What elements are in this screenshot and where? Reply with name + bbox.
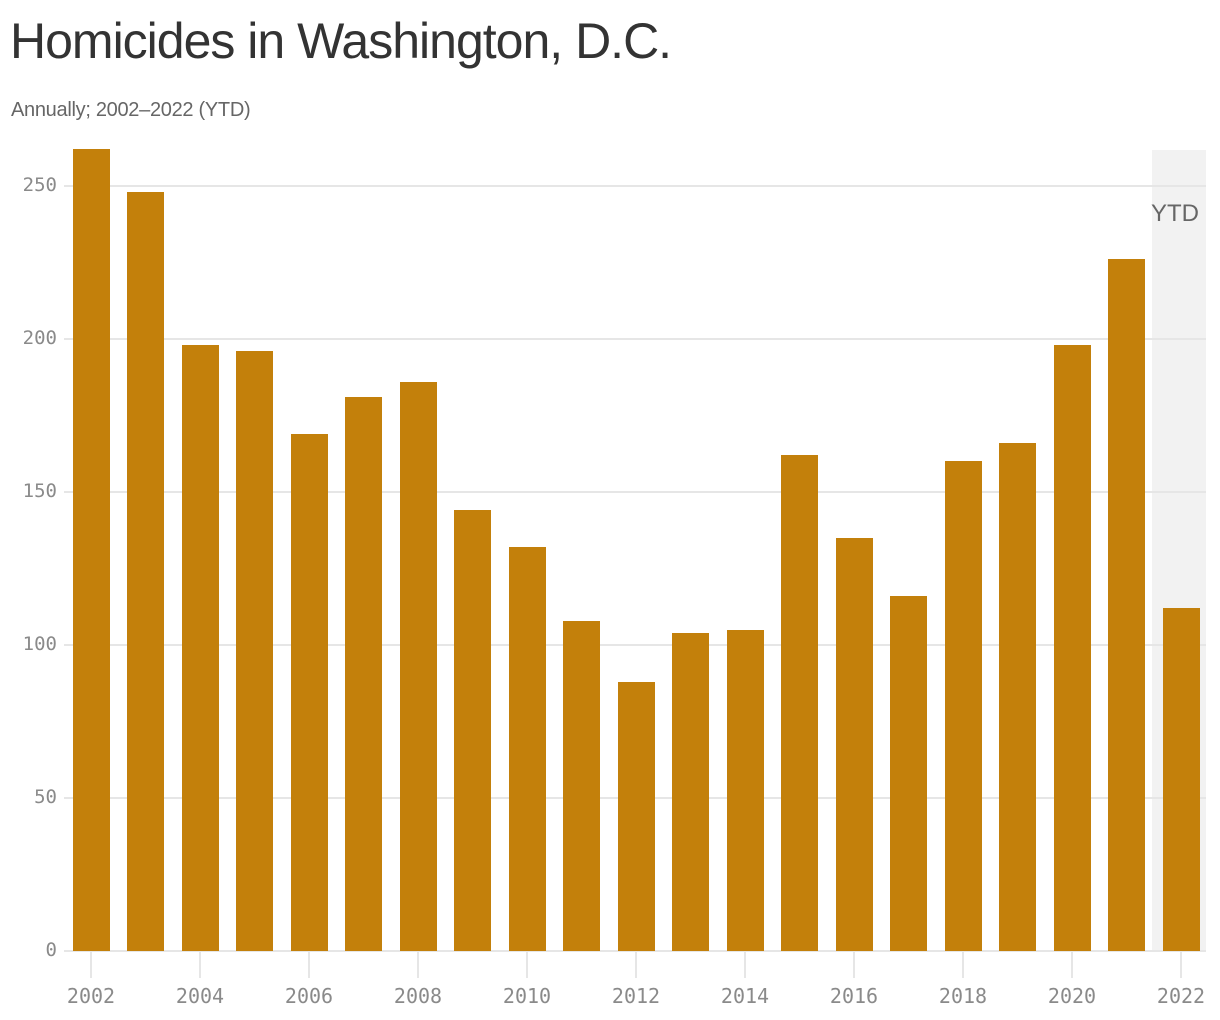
x-tick-label: 2016 [829, 984, 879, 1008]
gridline-100 [64, 644, 1206, 646]
gridline-250 [64, 185, 1206, 187]
y-tick-label: 200 [22, 327, 57, 349]
x-tick-label: 2022 [1156, 984, 1206, 1008]
bar-2020 [1053, 345, 1091, 951]
y-tick-label: 50 [34, 786, 57, 808]
gridline-150 [64, 491, 1206, 493]
x-tick-label: 2008 [393, 984, 443, 1008]
gridline-0 [64, 950, 1206, 952]
x-tick-label: 2014 [720, 984, 770, 1008]
x-tick-mark [308, 952, 310, 978]
x-tick-label: 2020 [1047, 984, 1097, 1008]
bar-2014 [726, 629, 764, 951]
x-tick-label: 2004 [175, 984, 225, 1008]
bar-2007 [345, 397, 382, 951]
y-tick-label: 250 [22, 174, 57, 196]
x-tick-mark [1071, 952, 1073, 978]
bar-2013 [672, 632, 709, 951]
x-tick-label: 2010 [502, 984, 552, 1008]
x-tick-label: 2012 [611, 984, 661, 1008]
bar-2017 [890, 596, 927, 951]
x-tick-mark [90, 952, 92, 978]
bar-2006 [290, 433, 328, 951]
x-tick-mark [744, 952, 746, 978]
x-tick-mark [853, 952, 855, 978]
bar-2005 [236, 351, 273, 951]
bar-2019 [999, 443, 1036, 951]
bar-2012 [617, 681, 655, 951]
bar-2010 [508, 547, 546, 951]
bar-2015 [781, 455, 818, 951]
bar-2022 [1162, 608, 1200, 951]
bar-2002 [72, 149, 110, 951]
x-tick-mark [962, 952, 964, 978]
bar-2008 [399, 381, 437, 951]
bar-2009 [454, 510, 491, 951]
x-tick-mark [635, 952, 637, 978]
chart-subtitle: Annually; 2002–2022 (YTD) [11, 99, 251, 121]
x-tick-label: 2018 [938, 984, 988, 1008]
bar-2011 [563, 620, 600, 951]
x-tick-label: 2002 [66, 984, 116, 1008]
y-tick-label: 100 [22, 633, 57, 655]
x-tick-mark [526, 952, 528, 978]
x-tick-mark [199, 952, 201, 978]
x-tick-mark [417, 952, 419, 978]
chart-title: Homicides in Washington, D.C. [10, 13, 672, 69]
y-tick-label: 0 [45, 939, 57, 961]
bar-2016 [835, 537, 873, 951]
x-tick-label: 2006 [284, 984, 334, 1008]
bar-2021 [1108, 259, 1145, 951]
bar-2003 [127, 192, 164, 951]
bar-2018 [944, 461, 982, 951]
gridline-200 [64, 338, 1206, 340]
y-tick-label: 150 [22, 480, 57, 502]
x-tick-mark [1180, 952, 1182, 978]
bar-2004 [181, 345, 219, 951]
ytd-label: YTD [1151, 200, 1199, 227]
